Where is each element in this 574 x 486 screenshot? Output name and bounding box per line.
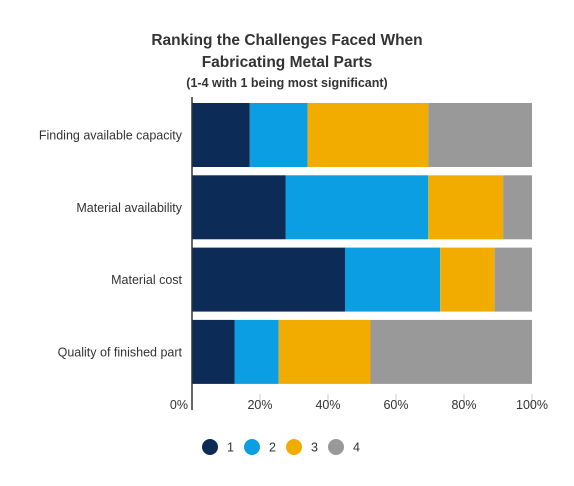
bar-segment-2-rank-3 (428, 175, 504, 240)
bar-segment-4-rank-1 (192, 319, 235, 384)
x-tick-label: 80% (451, 398, 476, 412)
category-label: Quality of finished part (58, 345, 183, 359)
bar-segment-1-rank-1 (192, 103, 250, 167)
bar-segment-4-rank-2 (234, 319, 279, 384)
legend-label: 4 (353, 441, 360, 455)
bar-segment-4-rank-3 (278, 319, 371, 384)
x-tick-label: 20% (247, 398, 272, 412)
bar-segment-2-rank-4 (503, 175, 532, 240)
legend-marker-2 (244, 439, 260, 455)
x-tick-label: 0% (170, 398, 188, 412)
bar-segment-1-rank-4 (428, 103, 532, 167)
bar-segment-3-rank-3 (440, 247, 495, 312)
category-label: Material cost (111, 273, 182, 287)
bar-segment-3-rank-2 (345, 247, 441, 312)
bar-segment-3-rank-1 (192, 247, 345, 312)
legend-label: 2 (269, 441, 276, 455)
chart-subtitle: (1-4 with 1 being most significant) (186, 76, 388, 90)
bar-segment-2-rank-2 (285, 175, 429, 240)
bar-segment-2-rank-1 (192, 175, 286, 240)
x-tick-label: 40% (315, 398, 340, 412)
bar-segment-4-rank-4 (370, 319, 532, 384)
bar-segment-3-rank-4 (494, 247, 532, 312)
chart-title-line1: Ranking the Challenges Faced When (151, 32, 423, 49)
legend-marker-4 (328, 439, 344, 455)
category-label: Material availability (76, 201, 182, 215)
bar-segment-1-rank-2 (249, 103, 308, 167)
x-tick-label: 100% (516, 398, 548, 412)
chart-title-line2: Fabricating Metal Parts (201, 54, 373, 71)
x-tick-label: 60% (383, 398, 408, 412)
bar-segment-1-rank-3 (307, 103, 429, 167)
category-label: Finding available capacity (39, 129, 183, 143)
legend-marker-3 (286, 439, 302, 455)
legend-marker-1 (202, 439, 218, 455)
legend-label: 3 (311, 441, 318, 455)
legend-label: 1 (227, 441, 234, 455)
